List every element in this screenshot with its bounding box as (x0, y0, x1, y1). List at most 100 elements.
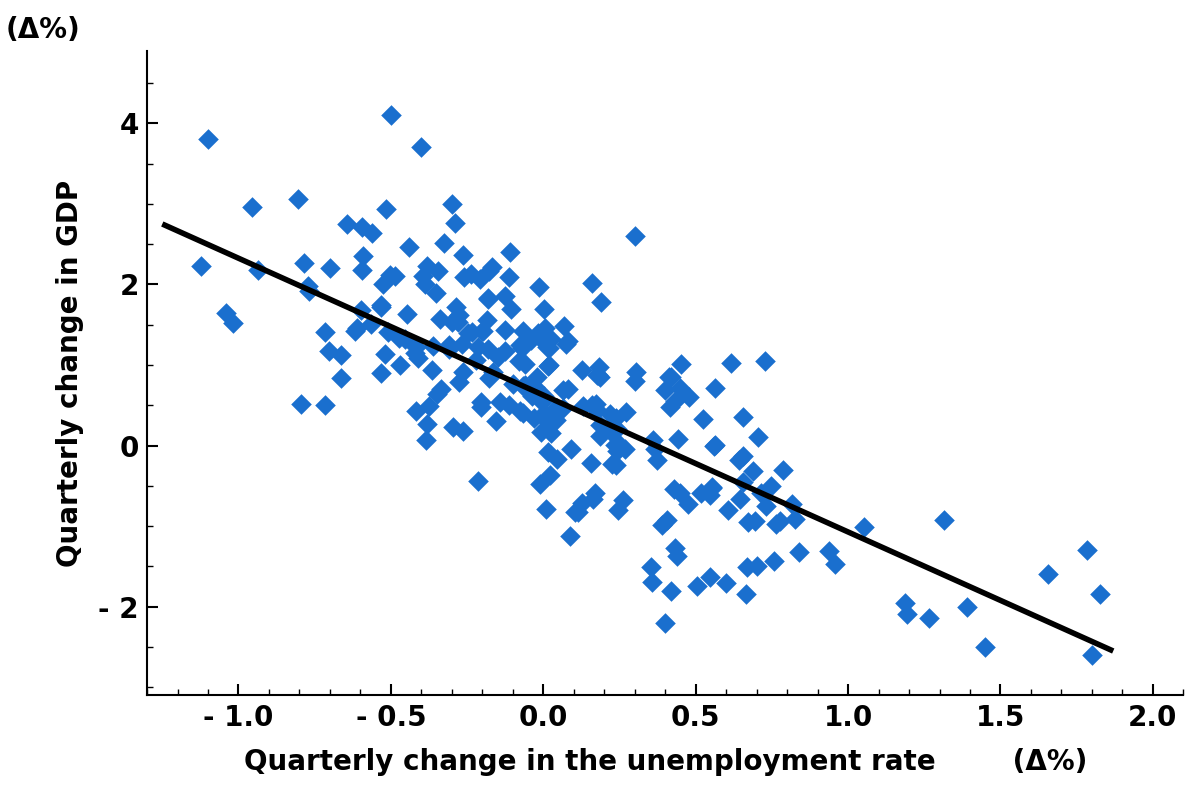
Point (743, 464, 762, 477)
Point (738, 515, 757, 528)
Point (472, 396, 491, 408)
Point (556, 338, 575, 351)
Point (486, 415, 505, 427)
Point (706, 382, 725, 395)
Point (395, 332, 414, 345)
Point (431, 312, 450, 325)
Point (613, 493, 632, 506)
Point (472, 324, 491, 337)
Point (544, 404, 563, 417)
Point (512, 380, 532, 393)
Point (590, 371, 610, 384)
Point (299, 280, 318, 293)
Point (480, 265, 499, 278)
Point (625, 375, 644, 388)
Point (434, 236, 454, 249)
Point (562, 442, 581, 455)
Point (601, 408, 620, 420)
Point (337, 217, 356, 230)
Point (319, 345, 338, 358)
Point (526, 381, 545, 394)
Point (514, 407, 533, 419)
Point (662, 371, 682, 384)
Point (666, 542, 685, 554)
Point (422, 363, 442, 376)
Point (661, 584, 680, 597)
Point (1082, 649, 1102, 661)
Point (730, 493, 749, 506)
Point (499, 399, 518, 412)
Point (700, 488, 719, 501)
Point (559, 382, 578, 395)
Point (770, 515, 790, 527)
Point (354, 250, 373, 262)
Point (512, 342, 532, 354)
Point (468, 474, 487, 487)
Point (452, 337, 472, 350)
Point (691, 486, 710, 499)
Point (587, 403, 606, 416)
Text: (Δ%): (Δ%) (6, 17, 80, 44)
Point (299, 285, 318, 297)
Point (450, 375, 469, 388)
Point (749, 431, 768, 443)
Point (574, 400, 593, 412)
Point (667, 550, 686, 562)
Point (553, 402, 572, 415)
Point (400, 241, 419, 254)
Point (679, 391, 698, 404)
Point (479, 343, 498, 355)
Point (608, 504, 628, 516)
Point (504, 378, 523, 391)
X-axis label: Quarterly change in the unemployment rate        (Δ%): Quarterly change in the unemployment rat… (244, 749, 1087, 776)
Point (539, 446, 558, 458)
Point (540, 469, 559, 481)
Point (590, 295, 610, 308)
Point (443, 421, 462, 434)
Point (488, 351, 508, 363)
Point (515, 379, 534, 392)
Point (670, 382, 689, 395)
Point (353, 220, 372, 233)
Point (541, 332, 560, 345)
Point (611, 439, 630, 451)
Point (540, 358, 559, 371)
Point (443, 197, 462, 210)
Point (439, 339, 458, 352)
Point (733, 450, 752, 462)
Point (524, 412, 544, 424)
Point (590, 361, 610, 374)
Point (522, 333, 541, 346)
Point (294, 256, 313, 269)
Point (448, 316, 467, 328)
Point (730, 454, 749, 466)
Point (346, 324, 365, 337)
Point (790, 546, 809, 558)
Point (192, 260, 211, 273)
Point (373, 278, 392, 290)
Point (785, 512, 804, 525)
Point (648, 454, 667, 466)
Point (390, 359, 409, 372)
Point (515, 358, 534, 370)
Point (716, 577, 736, 589)
Point (737, 561, 756, 574)
Point (416, 260, 436, 273)
Point (242, 201, 262, 213)
Point (600, 424, 619, 437)
Point (607, 423, 626, 435)
Point (532, 426, 551, 439)
Point (616, 405, 635, 418)
Point (361, 317, 380, 330)
Point (523, 390, 542, 403)
Point (424, 339, 443, 352)
Point (826, 557, 845, 570)
Point (919, 611, 938, 624)
Point (958, 601, 977, 614)
Point (535, 389, 554, 402)
Point (248, 263, 268, 276)
Point (454, 425, 473, 438)
Point (528, 327, 547, 339)
Point (406, 340, 425, 353)
Y-axis label: Quarterly change in GDP: Quarterly change in GDP (56, 179, 84, 567)
